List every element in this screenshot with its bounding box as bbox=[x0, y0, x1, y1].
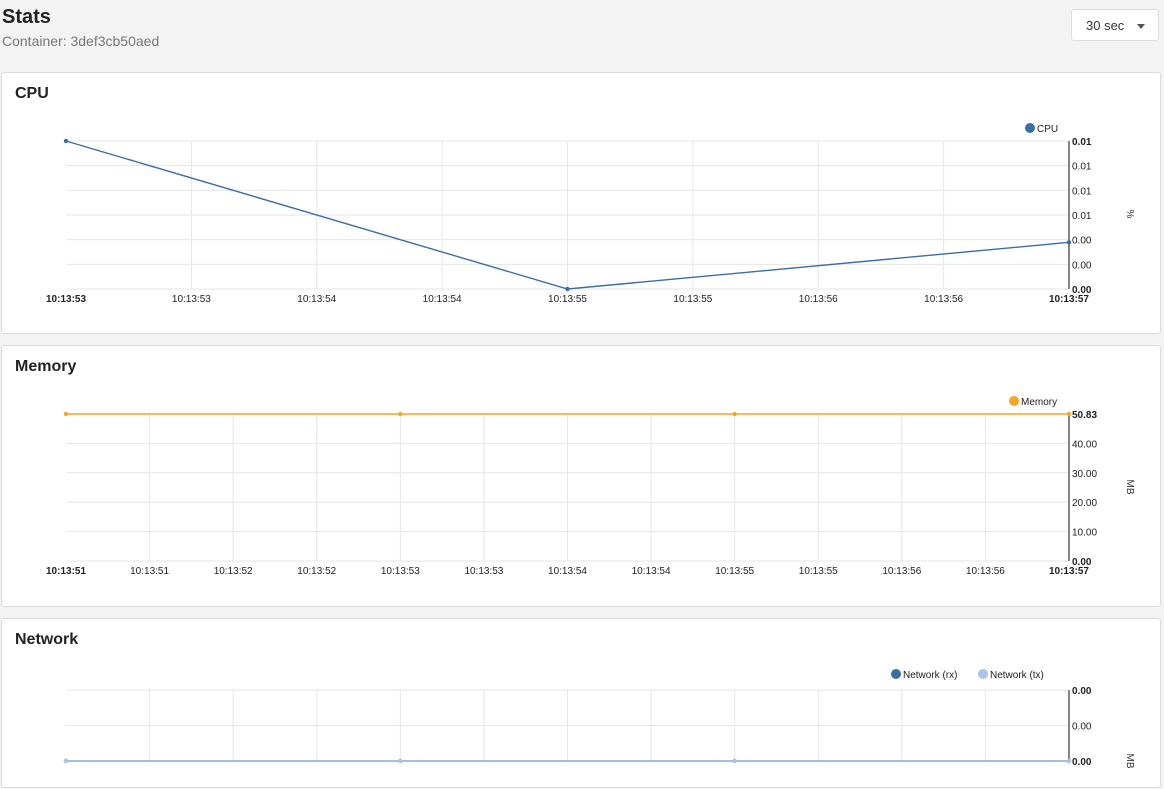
data-point bbox=[398, 411, 403, 417]
x-tick-label: 10:13:52 bbox=[214, 566, 253, 577]
legend-label: CPU bbox=[1037, 124, 1058, 135]
x-tick-label: 10:13:52 bbox=[297, 566, 336, 577]
data-point bbox=[63, 758, 69, 764]
y-tick-label: 10.00 bbox=[1072, 528, 1097, 539]
x-tick-label: 10:13:56 bbox=[882, 566, 921, 577]
cpu-chart: 0.00 0.00 0.00 0.01 0.01 0.01 0.01% 10:13:53 10:… bbox=[46, 123, 1135, 305]
network-panel-title: Network bbox=[15, 631, 79, 648]
y-tick-label: 0.01 bbox=[1072, 211, 1092, 222]
x-tick-label: 10:13:53 bbox=[46, 294, 86, 305]
container-subtitle: Container: 3def3cb50aed bbox=[2, 33, 160, 49]
y-axis-label: % bbox=[1124, 210, 1135, 219]
y-tick-label: 40.00 bbox=[1072, 439, 1097, 450]
cpu-panel: CPU 0.00 0.00 0.00 0.01 0.01 0.01 0.01% 10:13:5… bbox=[1, 72, 1161, 334]
y-tick-label: 0.00 bbox=[1072, 260, 1092, 271]
y-axis-label: MB bbox=[1124, 754, 1135, 769]
legend-swatch bbox=[891, 669, 901, 679]
legend-label: Memory bbox=[1021, 397, 1057, 408]
memory-chart: 0.00 10.00 20.00 30.00 40.00 50.83 MB 10:13:51 1… bbox=[46, 396, 1135, 577]
x-tick-label: 10:13:55 bbox=[715, 566, 754, 577]
legend-swatch bbox=[1009, 396, 1019, 406]
x-tick-label: 10:13:51 bbox=[46, 566, 86, 577]
y-tick-label: 0.00 bbox=[1072, 557, 1092, 568]
y-tick-label: 0.00 bbox=[1072, 686, 1092, 697]
page-header: Stats Container: 3def3cb50aed 30 sec bbox=[0, 0, 1164, 70]
x-tick-label: 10:13:55 bbox=[799, 566, 838, 577]
y-tick-label: 0.01 bbox=[1072, 137, 1092, 148]
data-point bbox=[63, 138, 69, 144]
data-point bbox=[1066, 411, 1072, 417]
network-panel: Network 0.00 0.00 0.00 MB Network (rx) Networ… bbox=[1, 618, 1161, 788]
x-tick-label: 10:13:57 bbox=[1049, 566, 1089, 577]
cpu-panel-title: CPU bbox=[15, 85, 49, 102]
data-point bbox=[732, 758, 737, 764]
y-tick-label: 0.00 bbox=[1072, 285, 1092, 296]
x-tick-label: 10:13:51 bbox=[130, 566, 169, 577]
memory-panel: Memory 0.00 10.00 20.00 30.00 40.00 50.83 MB 10… bbox=[1, 345, 1161, 607]
x-tick-label: 10:13:56 bbox=[966, 566, 1005, 577]
data-point bbox=[1066, 758, 1072, 764]
data-point bbox=[565, 286, 570, 292]
data-point bbox=[398, 758, 403, 764]
interval-value: 30 sec bbox=[1086, 18, 1125, 33]
legend-label: Network (rx) bbox=[903, 670, 957, 681]
interval-select[interactable]: 30 sec bbox=[1071, 9, 1159, 41]
y-tick-label: 0.00 bbox=[1072, 757, 1092, 768]
y-tick-label: 0.00 bbox=[1072, 722, 1092, 733]
data-point bbox=[732, 411, 737, 417]
x-tick-label: 10:13:54 bbox=[297, 294, 336, 305]
x-tick-label: 10:13:54 bbox=[632, 566, 671, 577]
x-tick-label: 10:13:54 bbox=[548, 566, 587, 577]
legend-label: Network (tx) bbox=[990, 670, 1044, 681]
x-tick-label: 10:13:57 bbox=[1049, 294, 1089, 305]
x-tick-label: 10:13:53 bbox=[464, 566, 503, 577]
x-tick-label: 10:13:53 bbox=[172, 294, 211, 305]
y-tick-label: 0.00 bbox=[1072, 236, 1092, 247]
y-tick-label: 20.00 bbox=[1072, 498, 1097, 509]
x-tick-label: 10:13:56 bbox=[799, 294, 838, 305]
data-point bbox=[63, 411, 69, 417]
x-tick-label: 10:13:53 bbox=[381, 566, 420, 577]
x-tick-label: 10:13:55 bbox=[548, 294, 587, 305]
x-tick-label: 10:13:54 bbox=[423, 294, 462, 305]
data-point bbox=[1066, 240, 1072, 245]
caret-down-icon bbox=[1137, 24, 1145, 29]
page-title: Stats bbox=[2, 6, 51, 28]
memory-panel-title: Memory bbox=[15, 358, 77, 375]
legend-swatch bbox=[1025, 123, 1035, 133]
y-tick-label: 50.83 bbox=[1072, 410, 1097, 421]
y-tick-label: 0.01 bbox=[1072, 162, 1092, 173]
y-axis-label: MB bbox=[1124, 480, 1135, 495]
network-chart: 0.00 0.00 0.00 MB Network (rx) Network (tx) bbox=[63, 669, 1135, 769]
y-tick-label: 0.01 bbox=[1072, 186, 1092, 197]
x-tick-label: 10:13:56 bbox=[924, 294, 963, 305]
legend-swatch bbox=[978, 669, 988, 679]
x-tick-label: 10:13:55 bbox=[673, 294, 712, 305]
y-tick-label: 30.00 bbox=[1072, 469, 1097, 480]
